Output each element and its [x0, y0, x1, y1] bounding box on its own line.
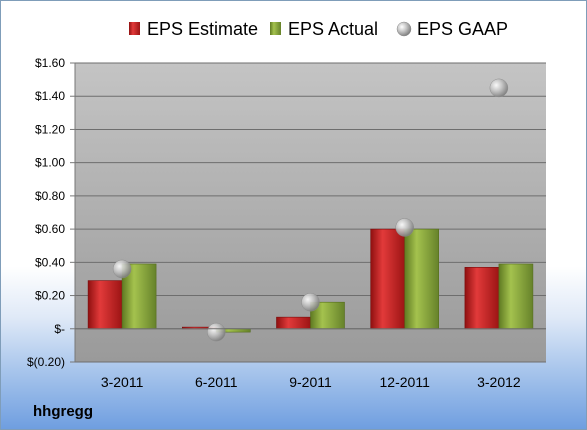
eps-estimate-bar — [370, 228, 406, 330]
eps-estimate-bar — [276, 316, 311, 330]
y-tick-label: $1.20 — [35, 122, 65, 136]
y-tick-label: $0.80 — [35, 189, 65, 203]
x-tick-label: 6-2011 — [195, 374, 238, 390]
legend-eps-gaap-swatch — [396, 21, 412, 37]
y-tick-label: $(0.20) — [27, 355, 65, 369]
eps-gaap-marker — [112, 259, 132, 279]
eps-gaap-marker — [395, 218, 414, 237]
legend-eps-estimate-swatch — [129, 22, 140, 35]
x-tick-label: 9-2011 — [289, 374, 332, 390]
y-tick-label: $1.00 — [35, 156, 65, 170]
legend-eps-estimate-label: EPS Estimate — [147, 19, 258, 39]
eps-gaap-marker — [489, 78, 509, 98]
y-tick-label: $1.60 — [35, 56, 65, 70]
company-label: hhgregg — [33, 403, 93, 420]
x-tick-label: 3-2011 — [101, 374, 144, 390]
y-tick-label: $0.40 — [35, 255, 65, 269]
eps-gaap-marker — [207, 322, 226, 342]
y-tick-label: $0.20 — [35, 289, 65, 303]
y-tick-label: $1.40 — [35, 89, 65, 103]
legend-eps-actual-label: EPS Actual — [288, 19, 378, 39]
eps-estimate-bar — [87, 280, 123, 330]
eps-gaap-marker — [301, 292, 320, 312]
y-tick-label: $0.60 — [35, 222, 65, 236]
eps-actual-bar — [498, 263, 534, 330]
eps-estimate-bar — [464, 267, 500, 330]
legend-eps-actual-swatch — [270, 22, 281, 35]
eps-actual-bar — [404, 228, 440, 330]
legend-eps-gaap-label: EPS GAAP — [417, 19, 508, 39]
y-tick-label: $- — [54, 322, 65, 336]
x-tick-label: 3-2012 — [477, 374, 521, 390]
x-tick-label: 12-2011 — [380, 374, 431, 390]
